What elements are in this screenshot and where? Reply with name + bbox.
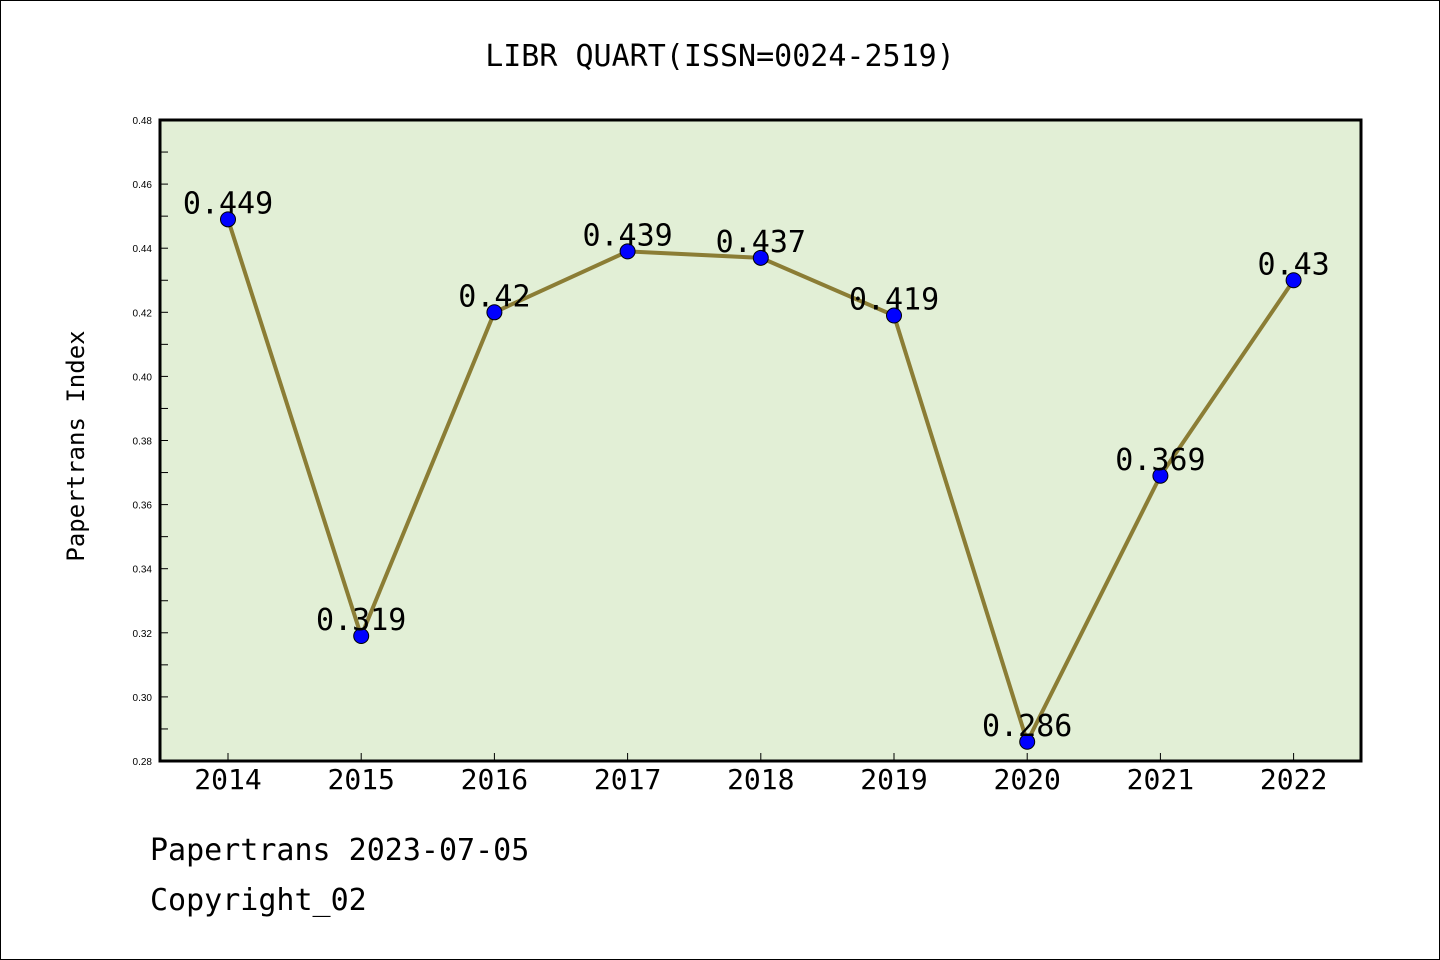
y-tick-label: 0.40 (133, 372, 153, 383)
y-axis: 0.28 0.30 0.32 0.34 0.36 0.38 0.40 0.42 0.44 0.46… (133, 116, 168, 768)
x-tick-label: 2015 (327, 763, 394, 796)
y-tick-label: 0.28 (133, 757, 153, 768)
y-tick-label: 0.46 (133, 180, 153, 191)
x-tick-label: 2019 (860, 763, 927, 796)
footer-copyright: Copyright_02 (150, 883, 367, 918)
data-point (220, 211, 236, 228)
data-point (1152, 467, 1169, 484)
x-tick-label: 2020 (993, 763, 1060, 796)
data-label: 0.419 (849, 283, 939, 318)
x-tick-label: 2022 (1260, 763, 1327, 796)
x-axis: 2014 2015 2016 2017 2018 2019 2020 2021 2022 (194, 753, 1327, 796)
x-tick-label: 2018 (727, 763, 794, 796)
data-point (1019, 733, 1036, 750)
y-tick-label: 0.38 (133, 437, 153, 448)
data-label: 0.42 (458, 279, 530, 314)
data-label: 0.369 (1115, 443, 1205, 478)
y-tick-label: 0.34 (133, 565, 153, 576)
y-tick-label: 0.48 (133, 116, 153, 127)
y-tick-label: 0.30 (133, 693, 153, 704)
y-tick-label: 0.44 (133, 244, 153, 255)
x-tick-label: 2016 (461, 763, 528, 796)
y-tick-label: 0.42 (133, 308, 153, 319)
data-point (486, 304, 503, 321)
data-point (752, 249, 769, 266)
data-label: 0.439 (582, 218, 672, 253)
data-label: 0.286 (982, 709, 1072, 744)
y-tick-label: 0.32 (133, 629, 153, 640)
plot-area (158, 118, 1363, 763)
data-label: 0.449 (183, 186, 273, 221)
data-point (353, 628, 370, 645)
data-point (886, 307, 902, 324)
x-tick-label: 2021 (1127, 763, 1194, 796)
data-points (220, 211, 1302, 750)
x-tick-label: 2017 (594, 763, 661, 796)
chart-title: LIBR QUART(ISSN=0024-2519) (485, 39, 955, 74)
data-label: 0.319 (316, 603, 406, 638)
data-point (619, 243, 636, 260)
data-labels: 0.449 0.319 0.42 0.439 0.437 0.419 0.286 0.369 0… (183, 186, 1330, 743)
y-tick-label: 0.36 (133, 501, 153, 512)
x-tick-label: 2014 (194, 763, 261, 796)
footer-date: Papertrans 2023-07-05 (150, 833, 530, 868)
data-point (1285, 272, 1302, 289)
data-label: 0.437 (716, 225, 806, 260)
data-label: 0.43 (1257, 247, 1329, 282)
y-axis-label: Papertrans Index (62, 330, 90, 561)
